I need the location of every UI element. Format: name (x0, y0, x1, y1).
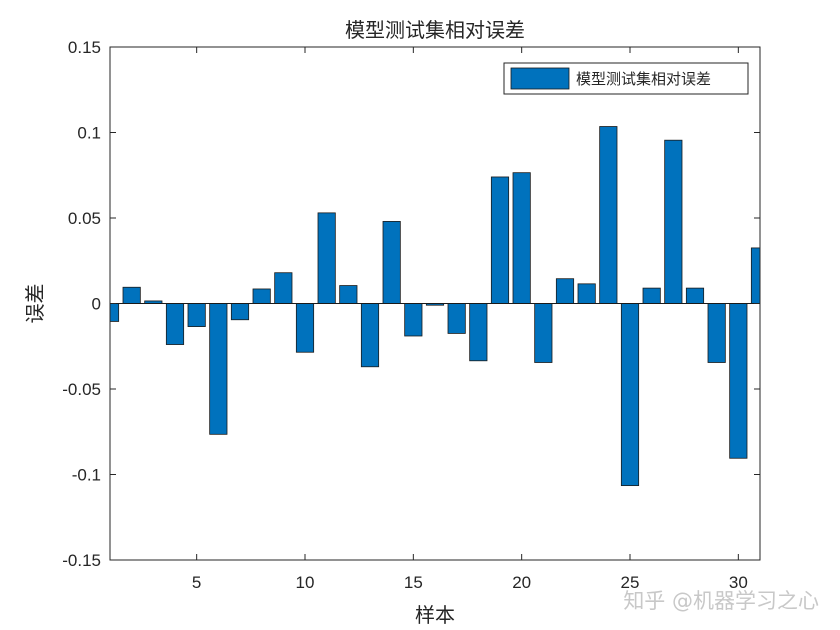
x-tick-label: 25 (621, 573, 640, 592)
bars-group (110, 126, 760, 487)
y-tick-label: -0.15 (62, 551, 101, 570)
y-axis: -0.15 -0.1 -0.05 0 0.05 0.1 0.15 (62, 38, 760, 570)
chart-title: 模型测试集相对误差 (345, 18, 525, 42)
bar-2 (122, 286, 141, 304)
plot-area: -0.15 -0.1 -0.05 0 0.05 0.1 0.15 5 10 15 20 25 30 (62, 38, 761, 592)
legend-swatch (510, 67, 570, 90)
legend: 模型测试集相对误差 (503, 62, 749, 95)
y-tick-label: 0.1 (77, 124, 101, 143)
bar-24 (599, 126, 618, 304)
bar-10 (295, 303, 315, 353)
bar-21 (534, 303, 553, 363)
x-tick-label: 15 (404, 573, 423, 592)
bar-30 (729, 303, 748, 459)
bar-4 (165, 303, 185, 345)
bar-14 (382, 221, 401, 304)
bar-26 (642, 287, 661, 304)
y-tick-label: 0.15 (68, 38, 101, 57)
bar-17 (447, 303, 466, 334)
legend-label: 模型测试集相对误差 (576, 70, 711, 88)
bar-12 (339, 285, 358, 304)
bar-7 (230, 303, 250, 321)
bar-28 (685, 287, 705, 304)
bar-11 (317, 212, 336, 304)
bar-15 (404, 303, 423, 337)
x-tick-label: 30 (729, 573, 748, 592)
bar-25 (620, 303, 640, 487)
bar-27 (664, 139, 683, 304)
bar-19 (490, 176, 510, 304)
y-tick-label: 0 (92, 295, 101, 314)
bar-22 (555, 278, 575, 304)
x-tick-label: 5 (192, 573, 201, 592)
x-axis: 5 10 15 20 25 30 (192, 47, 748, 592)
y-tick-label: 0.05 (68, 209, 101, 228)
x-tick-label: 20 (512, 573, 531, 592)
watermark-text: 知乎 @机器学习之心 (623, 589, 819, 613)
bar-6 (209, 303, 228, 435)
bar-13 (360, 303, 380, 368)
bar-8 (252, 288, 271, 304)
x-tick-label: 10 (296, 573, 315, 592)
bar-29 (707, 303, 726, 363)
x-axis-label: 样本 (415, 603, 455, 627)
bar-5 (187, 303, 206, 327)
bar-20 (512, 172, 531, 304)
y-axis-label: 误差 (23, 284, 47, 324)
bar-18 (469, 303, 488, 362)
y-tick-label: -0.05 (62, 380, 101, 399)
bar-23 (577, 283, 596, 304)
y-tick-label: -0.1 (72, 466, 101, 485)
bar-9 (274, 272, 293, 304)
